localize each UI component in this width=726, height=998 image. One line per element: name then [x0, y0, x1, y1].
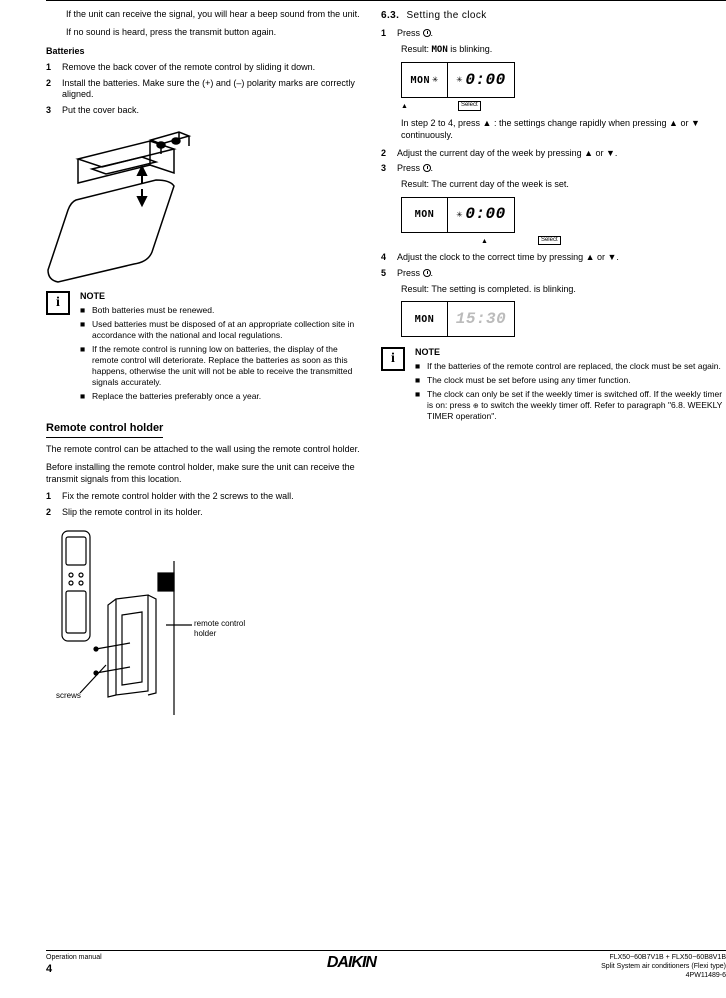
battery-figure — [46, 125, 226, 285]
clock-step-1: 1 Press . — [381, 28, 726, 40]
battery-step-1: 1 Remove the back cover of the remote co… — [46, 62, 366, 74]
footer-brand: DAIKIN — [327, 953, 376, 974]
sparkle-icon: ✳ — [456, 75, 462, 85]
holder-para: The remote control can be attached to th… — [46, 444, 366, 456]
select-label: Select — [458, 101, 481, 111]
lcd-time: 15:30 — [456, 309, 507, 330]
holder-step-1: 1 Fix the remote control holder with the… — [46, 491, 366, 503]
clock-step-3: 3 Press . — [381, 163, 726, 175]
section-title: 6.3. Setting the clock — [381, 9, 726, 22]
para-press-again: If no sound is heard, press the transmit… — [66, 27, 366, 39]
right-column: 6.3. Setting the clock 1 Press . Result:… — [381, 9, 726, 431]
battery-step-2: 2 Install the batteries. Make sure the (… — [46, 78, 366, 101]
note-label: NOTE — [80, 291, 366, 303]
lcd-display-1: MON✳ ✳0:00 — [401, 62, 515, 98]
footer-doc-num: 4PW11489-6 — [601, 971, 726, 980]
select-label: Select — [538, 236, 561, 246]
clock-icon — [423, 164, 431, 172]
step1-below: In step 2 to 4, press ▲ : the settings c… — [401, 118, 726, 141]
note-label: NOTE — [415, 347, 726, 359]
clock-step-4: 4 Adjust the clock to the correct time b… — [381, 252, 726, 264]
step5-result: Result: The setting is completed. is bli… — [401, 284, 726, 296]
para-signal-beep: If the unit can receive the signal, you … — [66, 9, 366, 21]
battery-step-3: 3 Put the cover back. — [46, 105, 366, 117]
clock-icon — [423, 269, 431, 277]
holder-figure: remote control holder screws — [46, 525, 246, 725]
lcd-time: 0:00 — [465, 204, 505, 225]
footer-page-num: 4 — [46, 962, 102, 976]
lcd-display-3: MON 15:30 — [401, 301, 515, 337]
sparkle-icon: ✳ — [456, 210, 462, 220]
footer-left-a: Operation manual — [46, 953, 102, 962]
sparkle-icon: ✳ — [432, 75, 439, 85]
holder-step-2: 2 Slip the remote control in its holder. — [46, 507, 366, 519]
fig-label-holder: remote control holder — [194, 619, 246, 640]
left-column: If the unit can receive the signal, you … — [46, 9, 366, 731]
clock-note-box: i NOTE ■If the batteries of the remote c… — [381, 347, 726, 425]
fig-label-screws: screws — [56, 691, 81, 701]
clock-step-5: 5 Press . — [381, 268, 726, 280]
footer-product: Split System air conditioners (Flexi typ… — [601, 962, 726, 971]
step3-result: Result: The current day of the week is s… — [401, 179, 726, 191]
page-footer: Operation manual 4 DAIKIN FLX50~60B7V1B … — [46, 950, 726, 980]
note-icon: i — [46, 291, 70, 315]
clock-step-2: 2 Adjust the current day of the week by … — [381, 148, 726, 160]
footer-model: FLX50~60B7V1B + FLX50~60B8V1B — [601, 953, 726, 962]
lcd-time: 0:00 — [465, 70, 505, 91]
lcd-display-2: MON ✳0:00 — [401, 197, 515, 233]
step1-result: Result: MON is blinking. — [401, 44, 726, 57]
battery-note-box: i NOTE ■Both batteries must be renewed. … — [46, 291, 366, 405]
clock-icon — [423, 29, 431, 37]
note-icon: i — [381, 347, 405, 371]
batteries-heading: Batteries — [46, 46, 366, 58]
holder-heading: Remote control holder — [46, 421, 163, 438]
holder-note: Before installing the remote control hol… — [46, 462, 366, 485]
